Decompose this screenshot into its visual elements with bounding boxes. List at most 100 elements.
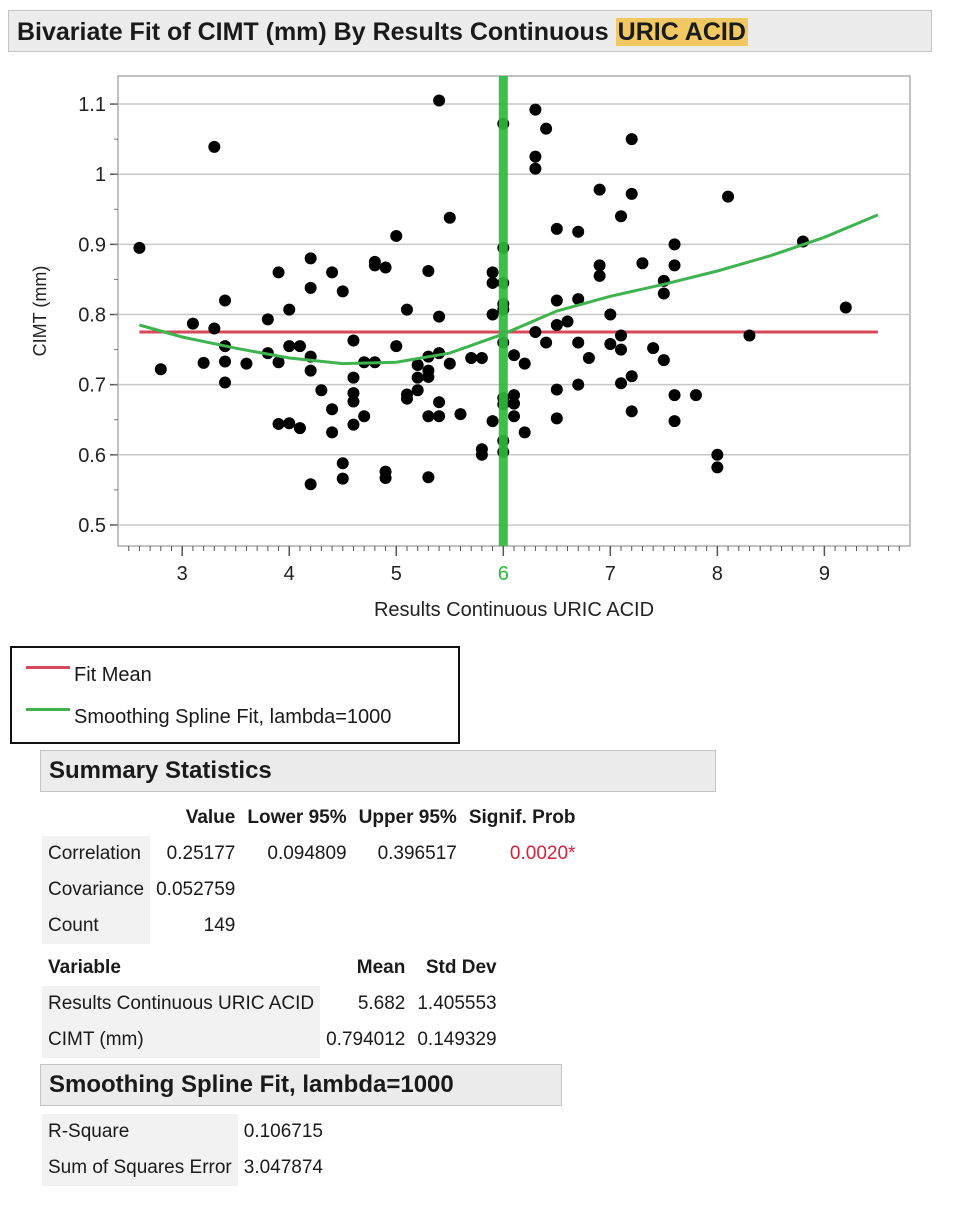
data-point [272,266,285,279]
uric-mean: 5.682 [357,993,406,1014]
data-point [219,294,232,307]
data-point [668,259,681,272]
data-point [304,281,317,294]
data-point [443,357,456,370]
data-point [689,389,702,402]
data-point [657,287,670,300]
x-axis-label: Results Continuous URIC ACID [374,599,654,621]
summary-header-row: Value Lower 95% Upper 95% Signif. Prob [42,800,581,836]
spline-fit-header[interactable]: Smoothing Spline Fit, lambda=1000 [40,1064,562,1106]
data-point [433,410,446,423]
data-point [486,308,499,321]
summary-col-blank [42,800,150,836]
data-point [304,364,317,377]
data-point [561,315,574,328]
summary-col-prob: Signif. Prob [468,807,576,828]
row-label: Covariance [42,872,151,908]
data-point [422,265,435,278]
data-point [304,478,317,491]
data-point [722,190,735,203]
data-point [593,259,606,272]
data-point [475,352,488,364]
bivariate-scatter-chart: 0.5 0.6 0.7 0.8 0.9 1 1.1 3 4 5 6 7 8 9 Results Contin… [30,75,911,621]
x-tick-label: 7 [605,563,616,585]
data-point [668,415,681,428]
data-point [711,448,724,461]
data-point [197,356,210,369]
data-point [411,359,424,372]
data-point [615,343,628,356]
data-point [304,252,317,265]
data-point [625,370,638,383]
correlation-upper: 0.396517 [377,843,457,864]
legend-spline-label: Smoothing Spline Fit, lambda=1000 [74,706,392,728]
covariance-value: 0.052759 [156,879,236,900]
y-tick-label: 0.8 [78,305,106,327]
data-point [743,329,756,342]
data-point [433,396,446,409]
data-point [422,471,435,484]
spline-fit-table: R-Square 0.106715 Sum of Squares Error 3… [42,1114,329,1186]
data-point [443,211,456,224]
data-point [336,285,349,298]
uric-sd: 1.405553 [417,993,497,1014]
data-point [433,310,446,323]
data-point [422,370,435,383]
data-point [465,352,478,364]
legend-item-spline: Smoothing Spline Fit, lambda=1000 [26,706,391,732]
data-point [615,329,628,342]
data-point [550,383,563,396]
data-point [208,322,221,335]
data-point [422,410,435,423]
data-point [550,294,563,307]
data-point [572,225,585,238]
data-point [572,336,585,349]
y-tick-label: 1.1 [78,94,106,116]
y-axis-label: CIMT (mm) [30,266,50,357]
data-point [433,94,446,107]
data-point [272,417,285,430]
data-point [379,261,392,274]
var-col-sd: Std Dev [425,957,497,978]
data-point [657,354,670,367]
data-point [208,140,221,153]
data-point [529,150,542,163]
spline-fit-line [138,213,879,366]
data-point [283,340,296,353]
summary-col-upper: Upper 95% [358,807,457,828]
row-label: CIMT (mm) [42,1022,321,1058]
report-title: Bivariate Fit of CIMT (mm) By Results Co… [17,18,748,47]
summary-statistics-header[interactable]: Summary Statistics [40,750,716,792]
data-point [625,187,638,200]
data-point [550,319,563,332]
data-point [475,448,488,461]
data-point [636,257,649,270]
variable-header-row: Variable Mean Std Dev [42,950,503,986]
report-title-highlight: URIC ACID [615,18,748,46]
data-point [154,363,167,376]
y-tick-label: 0.6 [78,445,106,467]
data-point [293,340,306,353]
report-header[interactable]: Bivariate Fit of CIMT (mm) By Results Co… [8,10,932,52]
data-point [261,313,274,326]
r-square-value: 0.106715 [243,1121,323,1142]
row-label: Count [42,908,151,944]
data-point [540,122,553,135]
table-row: Results Continuous URIC ACID 5.682 1.405… [42,986,503,1022]
legend-item-fit-mean: Fit Mean [26,664,152,690]
count-value: 149 [203,915,236,936]
summary-col-lower: Lower 95% [247,807,347,828]
x-tick-label: 5 [391,563,402,585]
data-point [390,229,403,242]
data-point [293,422,306,435]
report-title-prefix: Bivariate Fit of CIMT (mm) By Results Co… [17,18,616,46]
correlation-prob: 0.0020* [509,843,576,864]
data-point [508,397,520,410]
data-point [529,326,542,339]
data-point [593,269,606,282]
data-point [411,371,424,384]
data-point [518,357,531,370]
data-point [400,392,413,405]
x-tick-label: 8 [712,563,723,585]
data-point [219,355,232,368]
